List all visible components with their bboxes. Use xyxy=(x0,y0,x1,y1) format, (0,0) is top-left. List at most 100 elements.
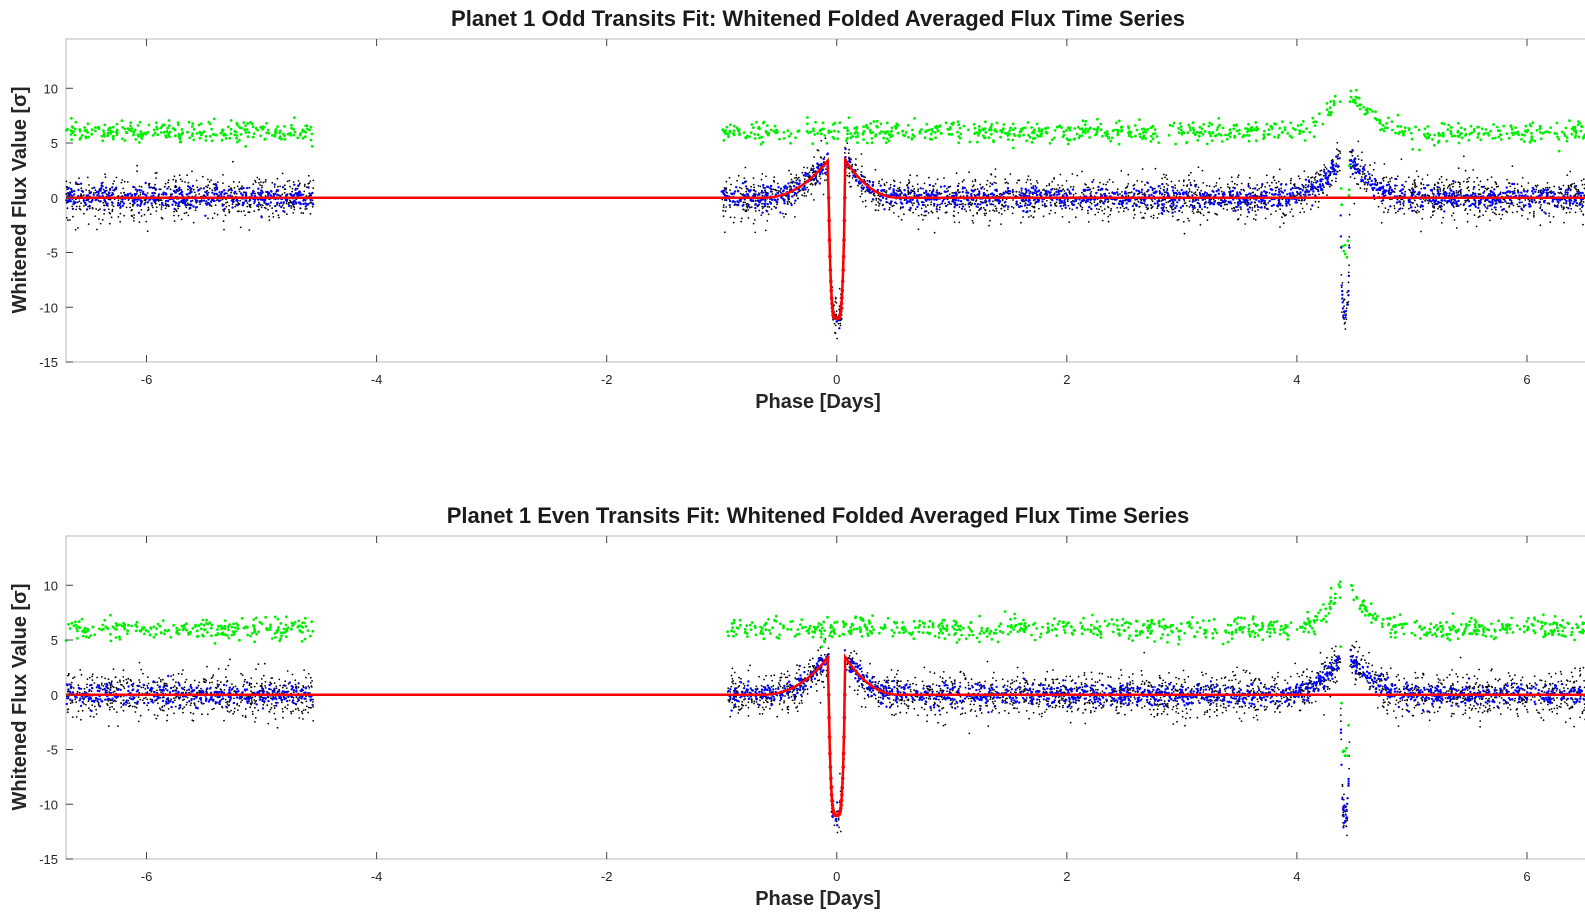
raw-point xyxy=(725,206,728,208)
raw-point xyxy=(1336,148,1338,151)
binned-point xyxy=(1287,202,1290,205)
raw-point xyxy=(1133,203,1135,205)
raw-point xyxy=(94,189,97,192)
raw-point xyxy=(953,221,956,224)
raw-point xyxy=(212,183,215,186)
binned-point xyxy=(92,193,95,197)
residual-point xyxy=(1187,123,1191,127)
binned-point xyxy=(189,200,193,203)
raw-point xyxy=(790,173,792,176)
raw-point xyxy=(1054,211,1057,214)
raw-point xyxy=(864,199,867,202)
raw-point xyxy=(151,204,154,207)
raw-point xyxy=(1011,212,1014,215)
raw-point xyxy=(744,166,747,169)
binned-point xyxy=(1465,193,1469,197)
raw-point xyxy=(760,214,763,217)
raw-point xyxy=(983,212,986,215)
binned-point xyxy=(722,192,725,196)
raw-point xyxy=(1133,208,1136,211)
binned-point xyxy=(954,199,958,202)
raw-point xyxy=(176,188,179,191)
binned-point xyxy=(1532,192,1535,195)
raw-point xyxy=(1255,214,1257,216)
raw-point xyxy=(832,318,834,321)
raw-point xyxy=(1524,199,1527,201)
raw-point xyxy=(88,184,90,186)
raw-point xyxy=(1563,202,1565,205)
raw-point xyxy=(102,188,105,191)
raw-point xyxy=(1251,207,1254,209)
raw-point xyxy=(775,189,778,192)
raw-point xyxy=(1007,182,1009,185)
raw-point xyxy=(232,180,235,183)
raw-point xyxy=(1061,216,1064,218)
raw-point xyxy=(1236,183,1239,186)
binned-point xyxy=(1531,186,1535,190)
raw-point xyxy=(307,182,310,185)
raw-point xyxy=(239,199,242,202)
raw-point xyxy=(1344,316,1347,319)
binned-point xyxy=(935,208,938,211)
raw-point xyxy=(932,185,934,187)
raw-point xyxy=(892,179,895,182)
binned-point xyxy=(1021,199,1024,203)
raw-point xyxy=(1127,183,1130,185)
binned-point xyxy=(72,202,75,206)
binned-point xyxy=(311,191,314,195)
raw-point xyxy=(1360,176,1363,178)
raw-point xyxy=(1357,140,1360,143)
binned-point xyxy=(1178,209,1181,213)
raw-point xyxy=(1176,189,1179,192)
binned-point xyxy=(728,199,732,203)
raw-point xyxy=(1577,188,1580,191)
raw-point xyxy=(1197,199,1200,201)
raw-point xyxy=(1330,184,1333,187)
binned-point xyxy=(1349,167,1353,170)
raw-point xyxy=(1340,286,1343,289)
binned-point xyxy=(1295,201,1298,204)
binned-point xyxy=(1577,193,1581,196)
raw-point xyxy=(119,220,122,223)
binned-point xyxy=(1354,163,1357,166)
raw-point xyxy=(1459,203,1462,206)
raw-point xyxy=(1514,187,1516,190)
raw-point xyxy=(754,231,757,234)
raw-point xyxy=(206,186,209,189)
raw-point xyxy=(1345,307,1348,310)
raw-point xyxy=(1450,183,1453,186)
binned-point xyxy=(760,191,764,194)
raw-point xyxy=(757,184,760,187)
residual-point xyxy=(1198,125,1202,129)
raw-point xyxy=(738,186,741,189)
raw-point xyxy=(194,209,197,212)
raw-point xyxy=(69,181,72,184)
binned-point xyxy=(297,184,300,187)
raw-point xyxy=(920,207,923,210)
raw-point xyxy=(1106,201,1109,204)
binned-point xyxy=(1441,199,1444,202)
binned-point xyxy=(143,193,146,196)
binned-point xyxy=(1324,174,1327,177)
raw-point xyxy=(753,186,756,189)
raw-point xyxy=(1520,185,1523,188)
raw-point xyxy=(911,185,914,188)
raw-point xyxy=(825,168,827,171)
binned-point xyxy=(240,187,243,190)
binned-point xyxy=(1474,205,1478,208)
raw-point xyxy=(87,223,90,226)
raw-point xyxy=(851,163,854,166)
binned-point xyxy=(67,186,71,190)
raw-point xyxy=(952,214,955,217)
raw-point xyxy=(136,200,139,203)
binned-point xyxy=(1286,193,1289,196)
raw-point xyxy=(152,206,154,209)
binned-point xyxy=(881,196,885,199)
raw-point xyxy=(875,197,878,200)
binned-point xyxy=(1489,190,1492,193)
raw-point xyxy=(936,210,938,213)
raw-point xyxy=(120,181,123,184)
raw-point xyxy=(1093,201,1096,204)
raw-point xyxy=(808,171,811,174)
raw-point xyxy=(1071,208,1074,211)
